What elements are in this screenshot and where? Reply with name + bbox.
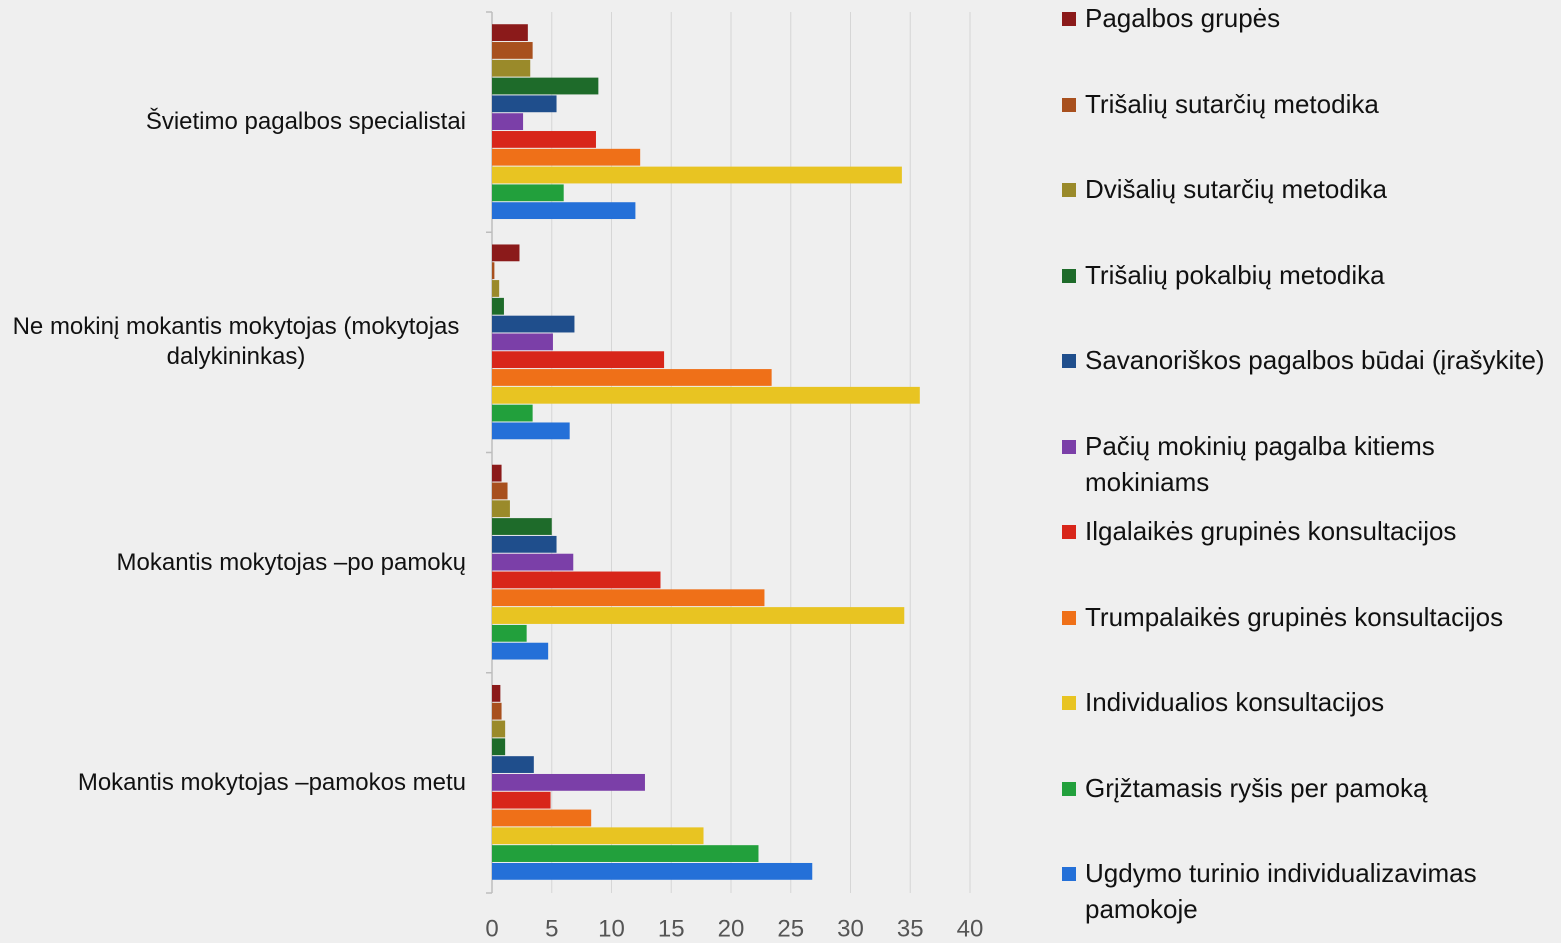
bar (492, 702, 502, 720)
x-tick-label: 0 (485, 915, 498, 942)
bar (492, 809, 592, 827)
bar (492, 624, 527, 642)
bar (492, 333, 553, 351)
legend-label: Dvišalių sutarčių metodika (1085, 174, 1388, 204)
legend-swatch (1062, 525, 1076, 539)
legend-swatch (1062, 268, 1076, 283)
x-tick-label: 10 (598, 915, 625, 942)
legend-swatch (1062, 354, 1076, 368)
bar (492, 589, 765, 607)
legend-swatch (1062, 867, 1076, 881)
bar (492, 184, 564, 202)
bar (492, 773, 645, 791)
bar (492, 535, 557, 553)
bar (492, 315, 575, 333)
legend-swatch (1062, 12, 1076, 26)
legend-swatch (1062, 696, 1076, 710)
legend-label: Individualios konsultacijos (1085, 687, 1385, 717)
bar (492, 297, 504, 315)
x-tick-label: 20 (718, 915, 745, 942)
bar (492, 791, 551, 809)
legend-label: Grįžtamasis ryšis per pamoką (1085, 772, 1428, 803)
bar (492, 553, 574, 571)
bar (492, 244, 520, 262)
x-tick-label: 35 (897, 915, 924, 942)
bar (492, 642, 549, 660)
bar (492, 113, 524, 131)
bar (492, 518, 552, 535)
bar (492, 95, 557, 113)
bar (492, 684, 501, 702)
legend-swatch (1062, 781, 1076, 796)
bar (492, 202, 636, 220)
x-tick-label: 5 (545, 915, 558, 942)
category-label: Mokantis mokytojas –po pamokų (116, 548, 467, 576)
bar (492, 77, 599, 95)
legend-label: Pagalbos grupės (1085, 3, 1281, 33)
bar (492, 845, 759, 862)
bar (492, 720, 506, 738)
bar (492, 404, 533, 422)
legend-label: Ilgalaikės grupinės konsultacijos (1085, 516, 1457, 546)
category-label: Ne mokinį mokantis mokytojas (mokytojas … (12, 313, 460, 371)
legend-label: Savanoriškos pagalbos būdai (įrašykite) (1085, 345, 1545, 375)
legend-label: Pačių mokinių pagalba kitiems mokiniams (1085, 430, 1435, 497)
legend-label: Trumpalaikės grupinės konsultacijos (1085, 601, 1504, 632)
bar (492, 166, 902, 184)
x-tick-label: 30 (837, 915, 864, 942)
bar (492, 738, 506, 756)
bar (492, 369, 772, 386)
legend-swatch (1062, 439, 1076, 454)
bar (492, 59, 531, 77)
bar (492, 827, 704, 845)
category-label: Mokantis mokytojas –pamokos metu (77, 768, 466, 796)
bar (492, 386, 920, 404)
bar (492, 756, 534, 773)
bar (492, 131, 596, 148)
legend-swatch (1062, 610, 1076, 625)
bar (492, 464, 502, 482)
bar (492, 571, 661, 589)
bar (492, 422, 570, 440)
x-tick-label: 15 (658, 915, 685, 942)
legend-label: Ugdymo turinio individualizavimas pamoko… (1085, 858, 1477, 924)
bar (492, 24, 528, 42)
bar (492, 351, 665, 369)
bar (492, 482, 508, 500)
x-tick-label: 40 (957, 915, 984, 942)
legend-swatch (1062, 97, 1076, 112)
bar (492, 607, 905, 624)
legend-swatch (1062, 183, 1076, 197)
legend-label: Trišalių sutarčių metodika (1085, 88, 1379, 119)
x-tick-label: 25 (777, 915, 804, 942)
bar (492, 500, 510, 518)
bar (492, 42, 533, 59)
bar (492, 148, 641, 166)
legend-label: Trišalių pokalbių metodika (1085, 259, 1385, 290)
bar (492, 262, 495, 280)
bar (492, 862, 813, 880)
category-label: Švietimo pagalbos specialistai (145, 108, 466, 136)
bar (492, 280, 500, 297)
